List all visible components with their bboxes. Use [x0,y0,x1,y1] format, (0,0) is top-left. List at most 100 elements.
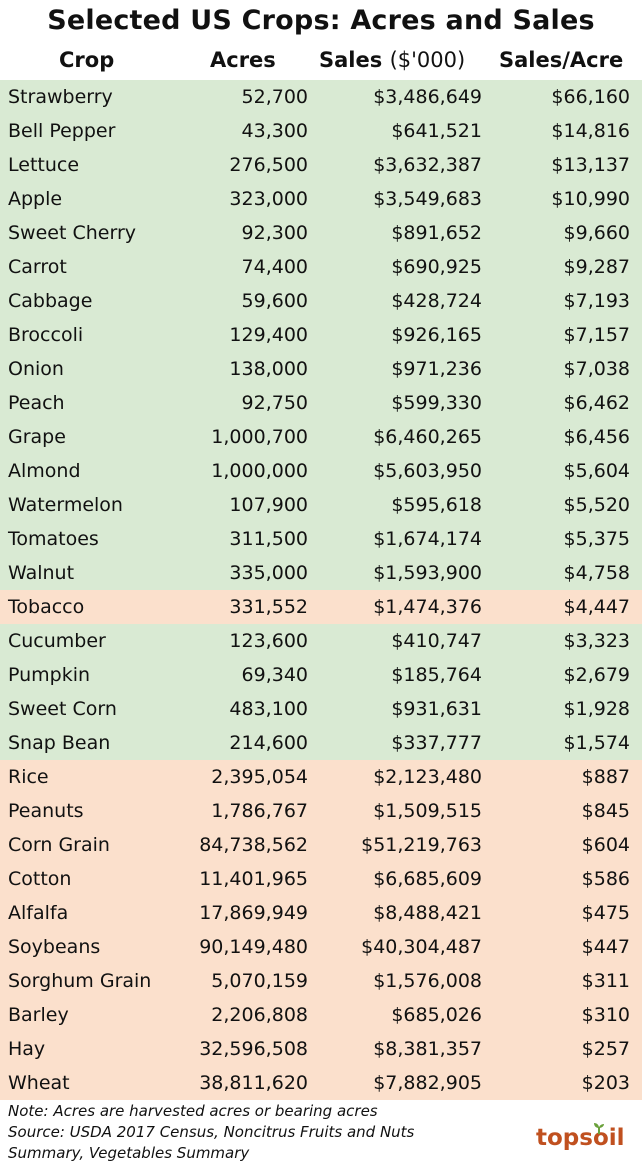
table-row: Cotton 11,401,965 $6,685,609 $586 [0,862,642,896]
cell-acres: 335,000 [229,562,308,584]
cell-sales-per-acre: $447 [581,936,630,958]
footnote: Note: Acres are harvested acres or beari… [8,1101,528,1164]
table-row: Sweet Corn 483,100 $931,631 $1,928 [0,692,642,726]
cell-sales-per-acre: $9,287 [563,256,630,278]
cell-acres: 1,000,000 [211,460,308,482]
cell-acres: 323,000 [229,188,308,210]
cell-acres: 11,401,965 [199,868,308,890]
cell-crop: Sweet Corn [8,698,117,720]
cell-sales-per-acre: $5,520 [563,494,630,516]
cell-crop: Alfalfa [8,902,69,924]
cell-crop: Onion [8,358,64,380]
cell-sales: $641,521 [391,120,482,142]
table-row: Soybeans 90,149,480 $40,304,487 $447 [0,930,642,964]
cell-sales: $690,925 [391,256,482,278]
logo-text-top: top [536,1125,580,1151]
cell-sales-per-acre: $7,038 [563,358,630,380]
cell-sales: $2,123,480 [373,766,482,788]
cell-acres: 123,600 [229,630,308,652]
header-sales-unit: ($'000) [389,48,466,72]
cell-crop: Corn Grain [8,834,110,856]
table-row: Cabbage 59,600 $428,724 $7,193 [0,284,642,318]
cell-sales: $51,219,763 [361,834,482,856]
table-row: Sweet Cherry 92,300 $891,652 $9,660 [0,216,642,250]
cell-crop: Bell Pepper [8,120,116,142]
cell-crop: Broccoli [8,324,84,346]
cell-acres: 90,149,480 [199,936,308,958]
cell-sales: $185,764 [391,664,482,686]
source-line-continued: Summary, Vegetables Summary [8,1144,250,1162]
table-row: Corn Grain 84,738,562 $51,219,763 $604 [0,828,642,862]
table-row: Sorghum Grain 5,070,159 $1,576,008 $311 [0,964,642,998]
table-row: Walnut 335,000 $1,593,900 $4,758 [0,556,642,590]
cell-sales-per-acre: $887 [581,766,630,788]
cell-acres: 2,395,054 [211,766,308,788]
cell-crop: Grape [8,426,66,448]
cell-acres: 107,900 [229,494,308,516]
table-row: Pumpkin 69,340 $185,764 $2,679 [0,658,642,692]
cell-sales: $3,486,649 [373,86,482,108]
table-row: Bell Pepper 43,300 $641,521 $14,816 [0,114,642,148]
cell-sales-per-acre: $6,456 [563,426,630,448]
chart-title: Selected US Crops: Acres and Sales [47,5,595,36]
cell-sales: $971,236 [391,358,482,380]
cell-crop: Strawberry [8,86,113,108]
cell-crop: Barley [8,1004,69,1026]
cell-crop: Sweet Cherry [8,222,136,244]
logo-text-soil: soil [579,1125,625,1151]
cell-sales-per-acre: $4,758 [563,562,630,584]
cell-crop: Tobacco [8,596,85,618]
table-row: Almond 1,000,000 $5,603,950 $5,604 [0,454,642,488]
table-row: Hay 32,596,508 $8,381,357 $257 [0,1032,642,1066]
table-row: Lettuce 276,500 $3,632,387 $13,137 [0,148,642,182]
cell-acres: 59,600 [241,290,308,312]
cell-sales-per-acre: $604 [581,834,630,856]
cell-sales: $7,882,905 [373,1072,482,1094]
table-row: Grape 1,000,700 $6,460,265 $6,456 [0,420,642,454]
cell-sales-per-acre: $7,193 [563,290,630,312]
cell-sales: $1,509,515 [373,800,482,822]
header-crop: Crop [59,48,115,72]
cell-sales-per-acre: $10,990 [551,188,630,210]
cell-sales-per-acre: $4,447 [563,596,630,618]
cell-sales: $428,724 [391,290,482,312]
cell-crop: Hay [8,1038,46,1060]
table-row: Peanuts 1,786,767 $1,509,515 $845 [0,794,642,828]
cell-crop: Peanuts [8,800,84,822]
cell-sales-per-acre: $586 [581,868,630,890]
cell-acres: 17,869,949 [199,902,308,924]
cell-sales: $931,631 [391,698,482,720]
table-row: Peach 92,750 $599,330 $6,462 [0,386,642,420]
header-sales-main: Sales [319,48,383,72]
cell-sales-per-acre: $2,679 [563,664,630,686]
table-row: Onion 138,000 $971,236 $7,038 [0,352,642,386]
cell-crop: Sorghum Grain [8,970,152,992]
cell-sales-per-acre: $66,160 [551,86,630,108]
table-row: Barley 2,206,808 $685,026 $310 [0,998,642,1032]
cell-sales: $5,603,950 [373,460,482,482]
header-acres: Acres [210,48,276,72]
cell-crop: Peach [8,392,65,414]
cell-acres: 214,600 [229,732,308,754]
cell-sales-per-acre: $1,928 [563,698,630,720]
cell-sales-per-acre: $203 [581,1072,630,1094]
table-row: Wheat 38,811,620 $7,882,905 $203 [0,1066,642,1100]
table-row: Alfalfa 17,869,949 $8,488,421 $475 [0,896,642,930]
cell-crop: Cabbage [8,290,93,312]
table-row: Tobacco 331,552 $1,474,376 $4,447 [0,590,642,624]
cell-acres: 1,786,767 [211,800,308,822]
cell-crop: Cucumber [8,630,106,652]
table-row: Rice 2,395,054 $2,123,480 $887 [0,760,642,794]
cell-sales: $8,381,357 [373,1038,482,1060]
cell-sales: $1,674,174 [373,528,482,550]
cell-sales-per-acre: $310 [581,1004,630,1026]
cell-crop: Cotton [8,868,72,890]
cell-sales-per-acre: $257 [581,1038,630,1060]
cell-sales: $6,460,265 [373,426,482,448]
cell-acres: 84,738,562 [199,834,308,856]
cell-sales-per-acre: $3,323 [563,630,630,652]
cell-sales: $337,777 [391,732,482,754]
cell-acres: 92,300 [241,222,308,244]
header-sales-per-acre: Sales/Acre [499,48,624,72]
table-row: Carrot 74,400 $690,925 $9,287 [0,250,642,284]
